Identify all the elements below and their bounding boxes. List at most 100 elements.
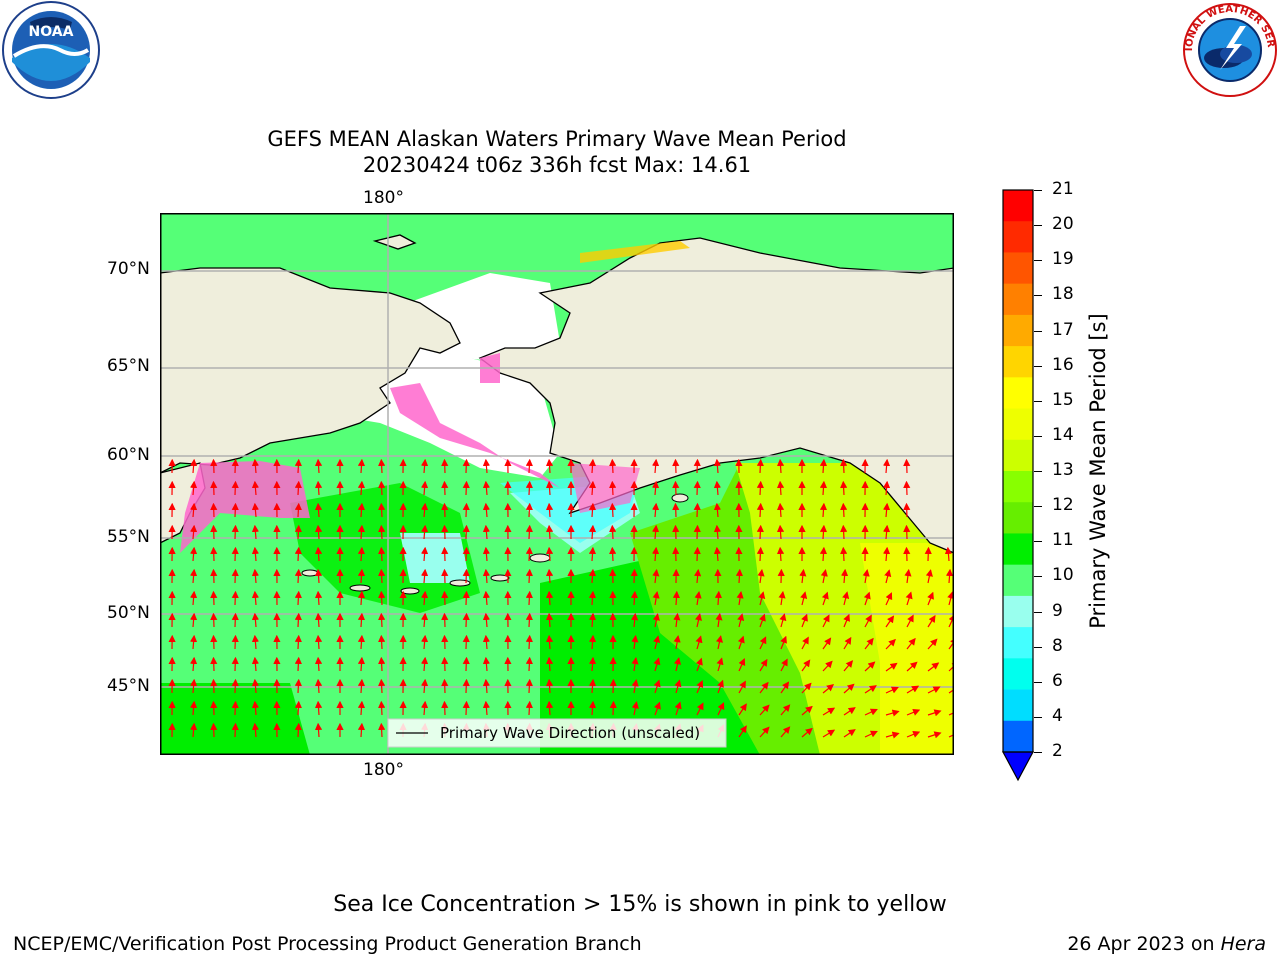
wave-arrow xyxy=(462,590,470,606)
wave-arrow xyxy=(713,480,721,496)
wave-arrow xyxy=(525,502,533,518)
wave-arrow xyxy=(314,700,323,716)
wave-arrow xyxy=(441,480,449,496)
wave-arrow xyxy=(843,707,856,716)
wave-arrow xyxy=(654,701,661,716)
wave-arrow xyxy=(378,612,386,628)
wave-arrow xyxy=(357,612,366,628)
wave-arrow xyxy=(378,480,386,496)
wave-arrow xyxy=(190,722,198,738)
wave-arrow xyxy=(588,678,597,694)
wave-arrow xyxy=(378,568,386,584)
wave-arrow xyxy=(441,678,449,694)
wave-arrow xyxy=(462,612,470,628)
wave-arrow xyxy=(378,634,386,650)
wave-arrow xyxy=(545,700,554,716)
colorbar-segment xyxy=(1003,283,1033,316)
wave-arrow xyxy=(441,612,449,628)
period-zone-14 xyxy=(860,543,960,755)
wave-arrow xyxy=(609,700,617,716)
sea-ice-bristol xyxy=(570,463,640,513)
wave-arrow xyxy=(441,700,449,716)
wave-arrow xyxy=(714,590,723,606)
wave-arrow xyxy=(672,502,680,518)
wave-arrow xyxy=(462,458,470,474)
wave-arrow xyxy=(545,458,554,474)
colorbar-tick-label: 9 xyxy=(1052,600,1063,621)
wave-arrow xyxy=(843,613,850,628)
sea-ice-north xyxy=(580,241,690,263)
wave-arrow xyxy=(799,568,807,584)
svg-text:NOAA: NOAA xyxy=(29,24,74,40)
wave-arrow xyxy=(294,480,302,496)
wave-arrow xyxy=(421,524,429,540)
wave-arrow xyxy=(653,679,661,694)
wave-arrow xyxy=(314,480,323,496)
wave-arrow xyxy=(210,612,218,628)
wave-arrow xyxy=(378,458,386,474)
wave-arrow xyxy=(378,722,386,738)
wave-arrow xyxy=(801,659,811,672)
wave-arrow xyxy=(631,679,639,694)
branch-credit: NCEP/EMC/Verification Post Processing Pr… xyxy=(13,933,642,955)
colorbar-tick-mark xyxy=(1034,225,1042,227)
colorbar-tick-mark xyxy=(1034,576,1042,578)
wave-arrow xyxy=(780,658,788,672)
wave-arrow xyxy=(314,612,323,628)
wave-arrow xyxy=(674,679,682,694)
lon-label-bottom: 180° xyxy=(363,760,404,780)
colorbar-segment xyxy=(1003,533,1033,566)
colorbar-segment xyxy=(1003,689,1033,722)
wave-arrow xyxy=(672,546,680,562)
wave-arrow xyxy=(231,524,239,540)
wave-arrow xyxy=(843,729,856,738)
graticule xyxy=(160,213,954,755)
wave-arrow xyxy=(294,524,302,540)
wave-arrow xyxy=(545,568,554,584)
wave-arrow xyxy=(314,502,323,518)
wave-arrow xyxy=(231,612,239,628)
wave-arrow xyxy=(231,634,239,650)
wave-arrow xyxy=(545,590,554,606)
wave-arrow xyxy=(864,614,872,628)
wave-arrow xyxy=(294,656,302,672)
wave-arrow xyxy=(210,634,218,650)
wave-arrow xyxy=(210,458,218,474)
colorbar-tick-mark xyxy=(1034,260,1042,262)
wave-arrow xyxy=(357,546,366,562)
lat-label-45: 45°N xyxy=(107,676,150,696)
wave-arrow xyxy=(736,591,744,606)
wave-arrow xyxy=(673,612,681,628)
wave-arrow xyxy=(903,458,911,474)
wave-arrow xyxy=(822,660,833,672)
wave-arrow xyxy=(421,546,429,562)
wave-arrow xyxy=(927,731,942,739)
colorbar-tick-label: 18 xyxy=(1052,284,1074,305)
wave-arrow xyxy=(652,546,660,562)
wave-arrow xyxy=(906,614,914,628)
wave-arrow xyxy=(903,480,911,496)
wave-arrow xyxy=(801,613,808,628)
wave-arrow xyxy=(652,524,660,540)
colorbar-tick-label: 6 xyxy=(1052,670,1063,691)
wave-arrow xyxy=(190,524,198,540)
wave-arrow xyxy=(905,591,913,606)
colorbar-tick-mark xyxy=(1034,400,1042,402)
colorbar-segment xyxy=(1003,190,1033,222)
wave-arrow xyxy=(545,502,554,518)
wave-arrow xyxy=(841,568,849,584)
wave-arrow xyxy=(903,546,911,562)
colorbar-tick-mark xyxy=(1034,506,1042,508)
wave-arrow xyxy=(210,546,218,562)
wave-arrow xyxy=(294,678,302,694)
lat-label-70: 70°N xyxy=(107,259,150,279)
wave-arrow xyxy=(525,612,533,628)
wave-arrow xyxy=(545,480,554,496)
wave-arrow xyxy=(545,656,554,672)
wave-arrow xyxy=(421,612,429,628)
wave-arrow xyxy=(357,700,366,716)
wave-arrow xyxy=(695,635,703,650)
wave-arrow xyxy=(421,568,429,584)
colorbar-tick-mark xyxy=(1034,646,1042,648)
wave-arrow xyxy=(210,568,218,584)
